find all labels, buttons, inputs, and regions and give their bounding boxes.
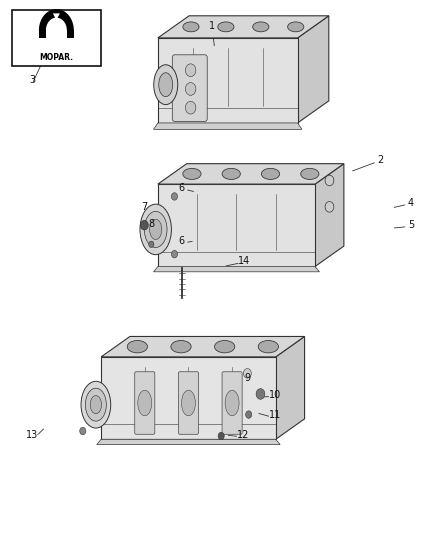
FancyBboxPatch shape [12, 10, 101, 66]
Text: 7: 7 [141, 202, 148, 212]
Ellipse shape [261, 168, 279, 180]
FancyBboxPatch shape [222, 372, 242, 434]
Ellipse shape [140, 204, 171, 255]
Ellipse shape [181, 390, 195, 416]
Polygon shape [158, 184, 315, 266]
Text: 5: 5 [408, 220, 414, 230]
Text: 11: 11 [269, 410, 281, 421]
Ellipse shape [183, 22, 199, 32]
Ellipse shape [183, 168, 201, 180]
Ellipse shape [85, 388, 106, 421]
Ellipse shape [127, 341, 148, 353]
Ellipse shape [258, 341, 279, 353]
Ellipse shape [90, 395, 102, 414]
Circle shape [171, 193, 177, 200]
Ellipse shape [171, 341, 191, 353]
Ellipse shape [222, 168, 240, 180]
Circle shape [171, 251, 177, 258]
Text: MOPAR.: MOPAR. [39, 53, 73, 62]
Polygon shape [67, 30, 74, 38]
Polygon shape [158, 38, 297, 123]
FancyBboxPatch shape [178, 372, 198, 434]
Ellipse shape [288, 22, 304, 32]
Text: 3: 3 [29, 76, 35, 85]
Text: 1: 1 [209, 21, 215, 31]
Circle shape [185, 83, 196, 95]
FancyBboxPatch shape [135, 372, 155, 434]
Circle shape [149, 241, 154, 247]
Circle shape [244, 368, 251, 378]
Text: 6: 6 [179, 236, 185, 246]
Polygon shape [101, 336, 304, 357]
Text: 14: 14 [238, 256, 251, 266]
FancyBboxPatch shape [172, 55, 207, 122]
Polygon shape [53, 13, 60, 20]
Ellipse shape [301, 168, 319, 180]
Polygon shape [101, 357, 276, 439]
Text: 12: 12 [237, 430, 249, 440]
Circle shape [256, 389, 265, 399]
Text: 9: 9 [244, 373, 251, 383]
Text: 4: 4 [408, 198, 414, 208]
Text: 10: 10 [269, 390, 281, 400]
Ellipse shape [150, 219, 162, 239]
Polygon shape [153, 123, 302, 130]
Text: 2: 2 [378, 155, 384, 165]
Circle shape [141, 220, 148, 230]
Polygon shape [158, 16, 329, 38]
Ellipse shape [145, 212, 167, 247]
Circle shape [80, 427, 86, 435]
Circle shape [218, 432, 224, 440]
Circle shape [325, 201, 334, 212]
Circle shape [185, 64, 196, 77]
Text: 13: 13 [26, 430, 38, 440]
Ellipse shape [81, 381, 111, 428]
Ellipse shape [225, 390, 239, 416]
Polygon shape [276, 336, 304, 439]
Polygon shape [97, 439, 280, 445]
Text: 6: 6 [179, 183, 185, 193]
Ellipse shape [159, 72, 173, 96]
Polygon shape [315, 164, 344, 266]
Ellipse shape [154, 64, 178, 104]
Ellipse shape [215, 341, 235, 353]
Ellipse shape [253, 22, 269, 32]
Polygon shape [39, 9, 74, 30]
Polygon shape [158, 164, 344, 184]
Circle shape [185, 101, 196, 114]
Text: 8: 8 [148, 219, 154, 229]
Polygon shape [297, 16, 329, 123]
Circle shape [325, 175, 334, 186]
Polygon shape [39, 30, 46, 38]
Ellipse shape [218, 22, 234, 32]
Ellipse shape [138, 390, 152, 416]
Polygon shape [153, 266, 319, 272]
Circle shape [246, 411, 252, 418]
